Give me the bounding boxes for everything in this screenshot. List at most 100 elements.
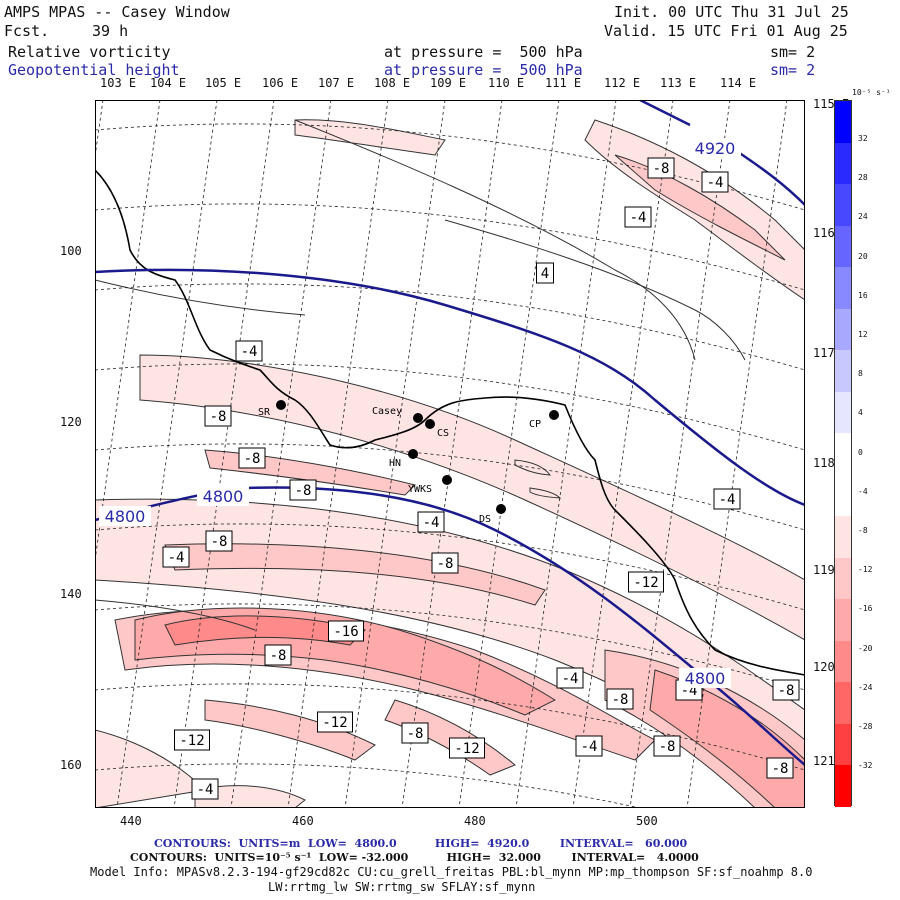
parallel-line xyxy=(95,523,805,611)
vorticity-label: -8 xyxy=(437,556,454,572)
vorticity-label: -12 xyxy=(633,575,658,591)
station-dot xyxy=(442,475,452,485)
parallel-line xyxy=(95,763,642,808)
vorticity-label: -12 xyxy=(322,715,347,731)
parallel-line xyxy=(95,603,805,691)
colorbar-segment xyxy=(835,101,851,144)
vorticity-label-box xyxy=(653,735,681,757)
station-dot xyxy=(276,400,286,410)
meridian-line xyxy=(344,100,446,808)
height-contour-labels: 4920 4800 4800 4800 xyxy=(99,138,741,688)
vorticity-label: -12 xyxy=(179,733,204,749)
longitude-label: 105 E xyxy=(205,76,242,90)
colorbar-tick: -12 xyxy=(858,565,873,575)
vorticity-label: -12 xyxy=(454,741,479,757)
field1-name: Relative vorticity xyxy=(8,43,171,61)
vorticity-label: -4 xyxy=(197,782,214,798)
vorticity-label: -8 xyxy=(270,648,287,664)
height-label-bg xyxy=(689,138,741,158)
colorbar-segment xyxy=(835,765,851,808)
longitude-label: 110 E xyxy=(488,76,525,90)
station-dot xyxy=(413,413,423,423)
vorticity-label: -4 xyxy=(707,175,724,191)
colorbar-tick: -16 xyxy=(858,604,873,614)
meridian-line xyxy=(629,100,731,808)
colorbar-tick: 28 xyxy=(858,173,868,183)
meridian-line xyxy=(572,100,674,808)
colorbar-segment xyxy=(835,433,851,476)
vorticity-contour-info: CONTOURS: UNITS=10⁻⁵ s⁻¹ LOW= -32.000 HI… xyxy=(130,851,699,864)
forecast-label: Fcst. xyxy=(4,22,50,40)
vorticity-label: -16 xyxy=(333,624,358,640)
colorbar-segment xyxy=(835,723,851,766)
vorticity-label-box xyxy=(401,722,429,744)
field1-level: at pressure = 500 hPa xyxy=(384,43,583,61)
colorbar-segment xyxy=(835,267,851,310)
vorticity-label: 4 xyxy=(541,266,549,282)
y-axis-label: 120 xyxy=(60,415,82,429)
vorticity-label-box xyxy=(628,571,664,593)
meridian-line xyxy=(287,100,389,808)
height-label-bg xyxy=(99,506,151,526)
x-axis-label: 440 xyxy=(120,814,142,828)
meridian-line xyxy=(458,100,560,808)
longitude-label: 107 E xyxy=(318,76,355,90)
longitude-label: 104 E xyxy=(150,76,187,90)
colorbar-tick: 16 xyxy=(858,290,868,300)
forecast-hour: 39 h xyxy=(92,22,129,40)
field2-level: at pressure = 500 hPa xyxy=(384,61,583,79)
colorbar-segment xyxy=(835,682,851,725)
colorbar-tick: -28 xyxy=(858,722,873,731)
station-dot xyxy=(408,449,418,459)
station-label: CP xyxy=(529,419,541,430)
station-dot xyxy=(425,419,435,429)
longitude-label: 109 E xyxy=(430,76,467,90)
vorticity-label: -8 xyxy=(772,761,789,777)
station-label: CS xyxy=(437,428,449,439)
model-info: Model Info: MPASv8.2.3-194-gf29cd82c CU:… xyxy=(90,865,813,879)
longitude-label: 106 E xyxy=(262,76,299,90)
vorticity-label-box xyxy=(713,488,741,510)
colorbar-tick: 12 xyxy=(858,330,868,339)
vorticity-label-box xyxy=(317,711,353,733)
station-markers: SR Casey CS HN YWKS DS CP xyxy=(258,400,559,525)
vorticity-label: -8 xyxy=(653,161,670,177)
longitude-label: 111 E xyxy=(545,76,582,90)
vorticity-label-box xyxy=(766,757,794,779)
y-axis-label: 140 xyxy=(60,587,82,601)
colorbar-segment xyxy=(835,640,851,683)
x-axis-label: 500 xyxy=(636,814,658,828)
vorticity-label: -4 xyxy=(562,671,579,687)
colorbar-segment xyxy=(835,184,851,227)
longitude-label: 114 E xyxy=(720,76,757,90)
colorbar-segment xyxy=(835,599,851,642)
vorticity-label-box xyxy=(624,206,652,228)
colorbar-segment xyxy=(835,516,851,559)
station-label: DS xyxy=(479,514,491,525)
positive-vorticity-contours xyxy=(95,119,746,631)
vorticity-label-box xyxy=(449,737,485,759)
vorticity-label: -4 xyxy=(241,344,258,360)
lat-lon-grid xyxy=(95,100,805,808)
vorticity-label: -8 xyxy=(210,409,227,425)
vorticity-label-box xyxy=(647,157,675,179)
longitude-label: 108 E xyxy=(374,76,411,90)
height-label: 4920 xyxy=(695,139,736,158)
station-label: HN xyxy=(389,458,401,469)
model-info-radiation: LW:rrtmg_lw SW:rrtmg_sw SFLAY:sf_mynn xyxy=(268,880,536,894)
vorticity-label-box xyxy=(431,552,459,574)
vorticity-label-box xyxy=(328,620,364,642)
height-contour-info: CONTOURS: UNITS=m LOW= 4800.0 HIGH= 4920… xyxy=(154,837,688,850)
colorbar-tick: -24 xyxy=(858,682,873,692)
station-dot xyxy=(549,410,559,420)
vorticity-label-box xyxy=(556,667,584,689)
height-label-bg xyxy=(679,668,731,688)
vorticity-label: -8 xyxy=(211,534,228,550)
field2-smoothing: sm= 2 xyxy=(770,61,816,79)
field1-smoothing: sm= 2 xyxy=(770,43,816,61)
height-label-bg xyxy=(197,486,249,506)
colorbar-segment xyxy=(835,474,851,517)
height-label: 4800 xyxy=(203,487,244,506)
vorticity-label-box xyxy=(701,171,729,193)
